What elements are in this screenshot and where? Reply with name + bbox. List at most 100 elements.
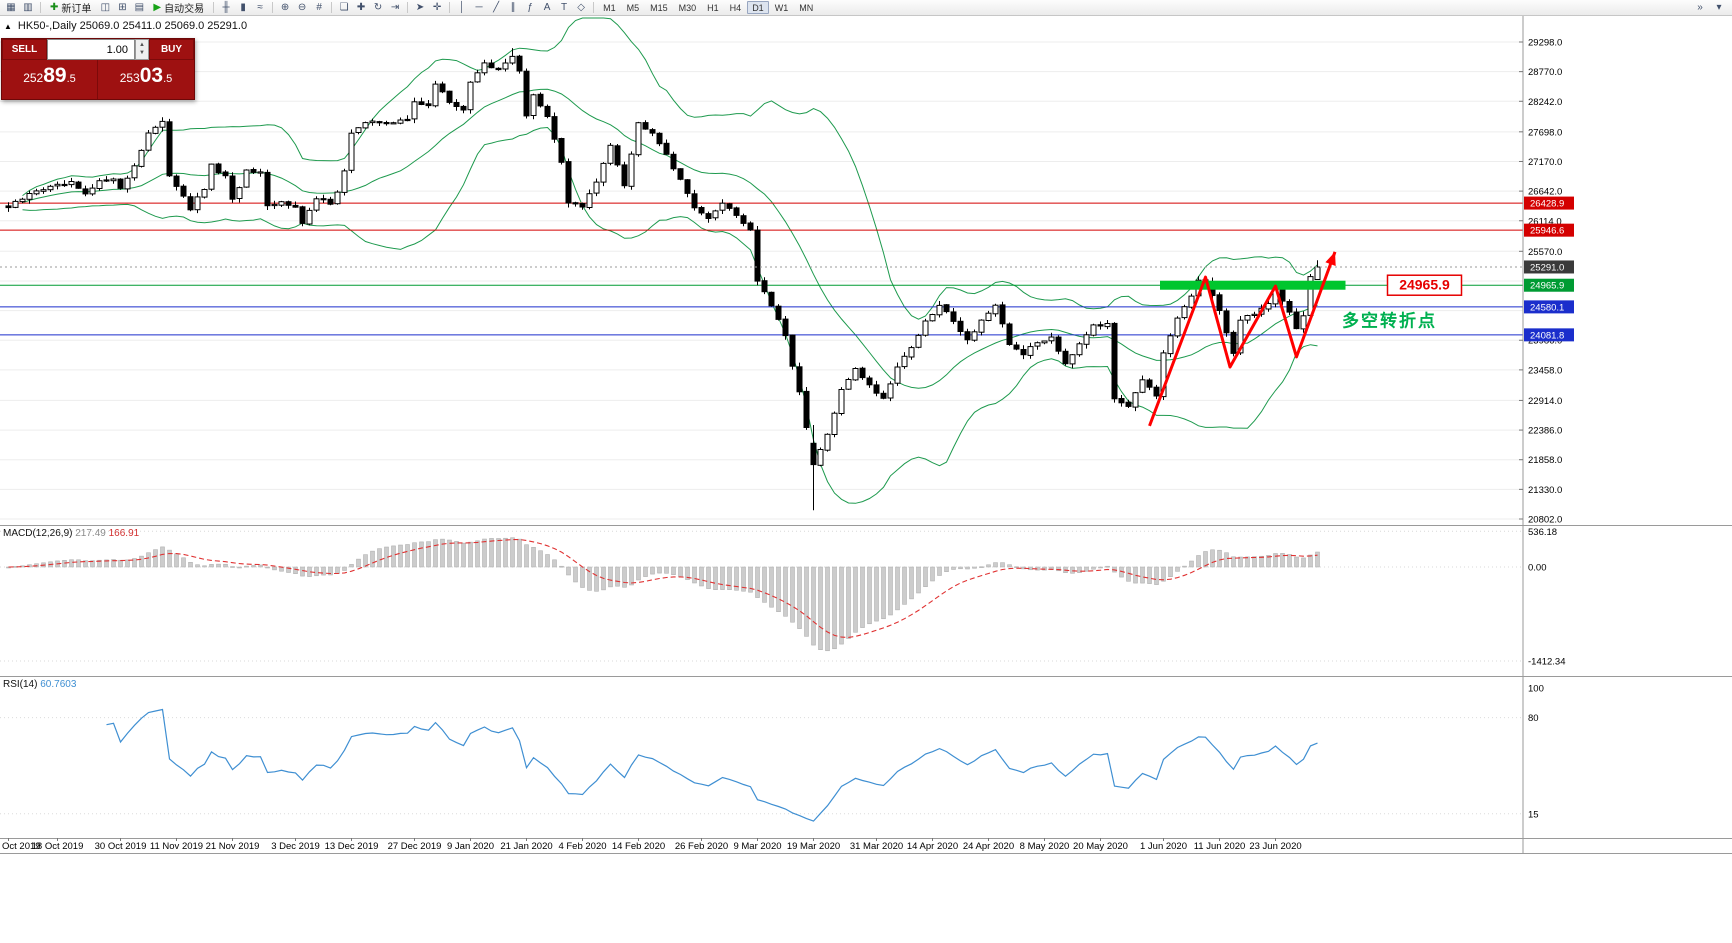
price-line-tag-label: 24580.1 bbox=[1530, 302, 1564, 313]
price-line-tag bbox=[1524, 223, 1574, 237]
new-order-button[interactable]: ✚ 新订单 bbox=[45, 1, 96, 15]
zoom-out-icon[interactable]: ⊖ bbox=[297, 2, 307, 13]
navigator-icon[interactable]: ▤ bbox=[134, 2, 145, 13]
buy-price-dec: .5 bbox=[163, 73, 173, 85]
data-window-icon[interactable]: ⊞ bbox=[118, 2, 127, 13]
chart-profiles-icon[interactable]: ▥ bbox=[23, 2, 33, 13]
bar-chart-icon[interactable]: ╫ bbox=[222, 2, 230, 13]
volume-stepper[interactable]: ▲ ▼ bbox=[135, 39, 149, 60]
line-chart-icon[interactable]: ≈ bbox=[257, 2, 263, 13]
price-axis-label: 27698.0 bbox=[1528, 127, 1562, 138]
toolbar-separator bbox=[593, 2, 595, 13]
date-label: 8 May 2020 bbox=[1020, 841, 1070, 852]
stepper-up-icon[interactable]: ▲ bbox=[139, 42, 145, 49]
autotrading-button-icon: ▶ bbox=[153, 2, 162, 13]
shapes-icon[interactable]: ◇ bbox=[577, 2, 585, 13]
macd-axis-label: -1412.34 bbox=[1528, 657, 1566, 668]
horizontal-line-icon[interactable]: ─ bbox=[475, 2, 483, 13]
market-watch-icon[interactable]: ◫ bbox=[100, 2, 111, 13]
indicators-icon[interactable]: ✚ bbox=[356, 2, 366, 13]
candlesticks bbox=[5, 48, 1321, 511]
timeframe-button-M1[interactable]: M1 bbox=[603, 2, 616, 13]
price-axis-label: 27170.0 bbox=[1528, 157, 1562, 168]
price-axis-label: 23458.0 bbox=[1528, 365, 1562, 376]
date-label: 14 Feb 2020 bbox=[612, 841, 665, 852]
rsi-axis-label: 100 bbox=[1528, 684, 1544, 695]
sell-price[interactable]: 252 89.5 bbox=[2, 60, 98, 99]
sell-button[interactable]: SELL bbox=[2, 39, 47, 60]
buy-price-big: 03 bbox=[139, 64, 164, 87]
date-label: Oct 2019 bbox=[2, 841, 41, 852]
grid-icon[interactable]: # bbox=[316, 2, 322, 13]
macd-axis-label: 0.00 bbox=[1528, 563, 1547, 574]
timeframe-button-M15[interactable]: M15 bbox=[650, 2, 668, 13]
toolbar-right-group: » ▾ bbox=[1692, 1, 1729, 15]
date-label: 11 Jun 2020 bbox=[1194, 841, 1246, 852]
date-label: 30 Oct 2019 bbox=[95, 841, 147, 852]
one-click-collapse-icon[interactable]: ▲ bbox=[4, 21, 12, 31]
bollinger-upper-band bbox=[22, 17, 1318, 320]
date-label: 24 Apr 2020 bbox=[963, 841, 1014, 852]
timeframe-button-D1[interactable]: D1 bbox=[747, 1, 769, 14]
current-price-tag bbox=[1524, 260, 1574, 274]
toolbar-options-icon[interactable]: ▾ bbox=[1716, 2, 1722, 13]
price-tag-box[interactable] bbox=[1386, 274, 1463, 296]
cursor-icon[interactable]: ➤ bbox=[415, 2, 425, 13]
stepper-down-icon[interactable]: ▼ bbox=[139, 49, 145, 56]
rsi-panel: 100 80 15 bbox=[0, 684, 1544, 822]
zoom-in-icon[interactable]: ⊕ bbox=[280, 2, 290, 13]
price-line-tag-label: 24081.8 bbox=[1530, 330, 1564, 341]
date-label: 18 Oct 2019 bbox=[32, 841, 84, 852]
date-label: 20 May 2020 bbox=[1073, 841, 1128, 852]
volume-input[interactable]: 1.00 bbox=[47, 39, 135, 60]
sell-price-big: 89 bbox=[43, 64, 67, 87]
crosshair-icon[interactable]: ✛ bbox=[432, 2, 442, 13]
buy-button[interactable]: BUY bbox=[149, 39, 194, 60]
turning-point-note: 多空转折点 bbox=[1342, 311, 1437, 331]
timeframe-button-H4[interactable]: H4 bbox=[729, 2, 742, 13]
rsi-line bbox=[106, 708, 1318, 822]
toolbar-separator bbox=[331, 2, 333, 13]
date-label: 19 Mar 2020 bbox=[787, 841, 840, 852]
channel-icon[interactable]: ∥ bbox=[510, 2, 516, 13]
price-line-tag-label: 26428.9 bbox=[1530, 199, 1564, 210]
timeframe-button-M30[interactable]: M30 bbox=[678, 2, 697, 13]
date-label: 31 Mar 2020 bbox=[850, 841, 903, 852]
new-order-button-label: 新订单 bbox=[61, 4, 92, 15]
vertical-line-icon[interactable]: │ bbox=[458, 2, 466, 13]
trendline-icon[interactable]: ╱ bbox=[493, 2, 500, 13]
toolbar-overflow-icon[interactable]: » bbox=[1697, 2, 1703, 13]
label-icon[interactable]: T bbox=[561, 2, 568, 13]
date-label: 14 Apr 2020 bbox=[907, 841, 958, 852]
date-label: 23 Jun 2020 bbox=[1249, 841, 1301, 852]
resistance-zone-bar[interactable] bbox=[1160, 280, 1346, 290]
buy-price[interactable]: 253 03.5 bbox=[98, 60, 194, 99]
tile-windows-icon[interactable]: ❏ bbox=[339, 2, 349, 13]
timeframe-button-W1[interactable]: W1 bbox=[774, 2, 789, 13]
timeframe-button-M5[interactable]: M5 bbox=[626, 2, 640, 13]
buy-price-head: 253 bbox=[119, 71, 140, 85]
toolbar-separator bbox=[272, 2, 274, 13]
chart-shift-icon[interactable]: ⇥ bbox=[390, 2, 400, 13]
macd-signal-line bbox=[8, 538, 1318, 638]
fibonacci-icon[interactable]: ƒ bbox=[527, 2, 533, 13]
timeframe-button-H1[interactable]: H1 bbox=[707, 2, 719, 13]
price-axis-label: 28242.0 bbox=[1528, 97, 1562, 108]
timeframe-button-MN[interactable]: MN bbox=[799, 2, 814, 13]
auto-scroll-icon[interactable]: ↻ bbox=[373, 2, 383, 13]
new-order-button-icon: ✚ bbox=[50, 2, 59, 13]
macd-signal-value: 166.91 bbox=[108, 528, 140, 539]
zigzag-arrow[interactable] bbox=[1148, 251, 1337, 427]
candlestick-chart-icon[interactable]: ▮ bbox=[240, 2, 246, 13]
price-axis-label: 22914.0 bbox=[1528, 396, 1562, 407]
price-line-tag bbox=[1524, 196, 1574, 210]
new-chart-icon[interactable]: ▦ bbox=[6, 2, 16, 13]
autotrading-button[interactable]: ▶ 自动交易 bbox=[148, 1, 209, 15]
price-axis: 29298.0 28770.0 28242.0 27698.0 27170.0 26642… bbox=[1519, 16, 1574, 853]
price-axis-label: 26642.0 bbox=[1528, 187, 1562, 198]
price-line-tag-label: 25946.6 bbox=[1530, 226, 1564, 237]
text-icon[interactable]: A bbox=[543, 2, 551, 13]
autotrading-button-label: 自动交易 bbox=[164, 4, 205, 15]
